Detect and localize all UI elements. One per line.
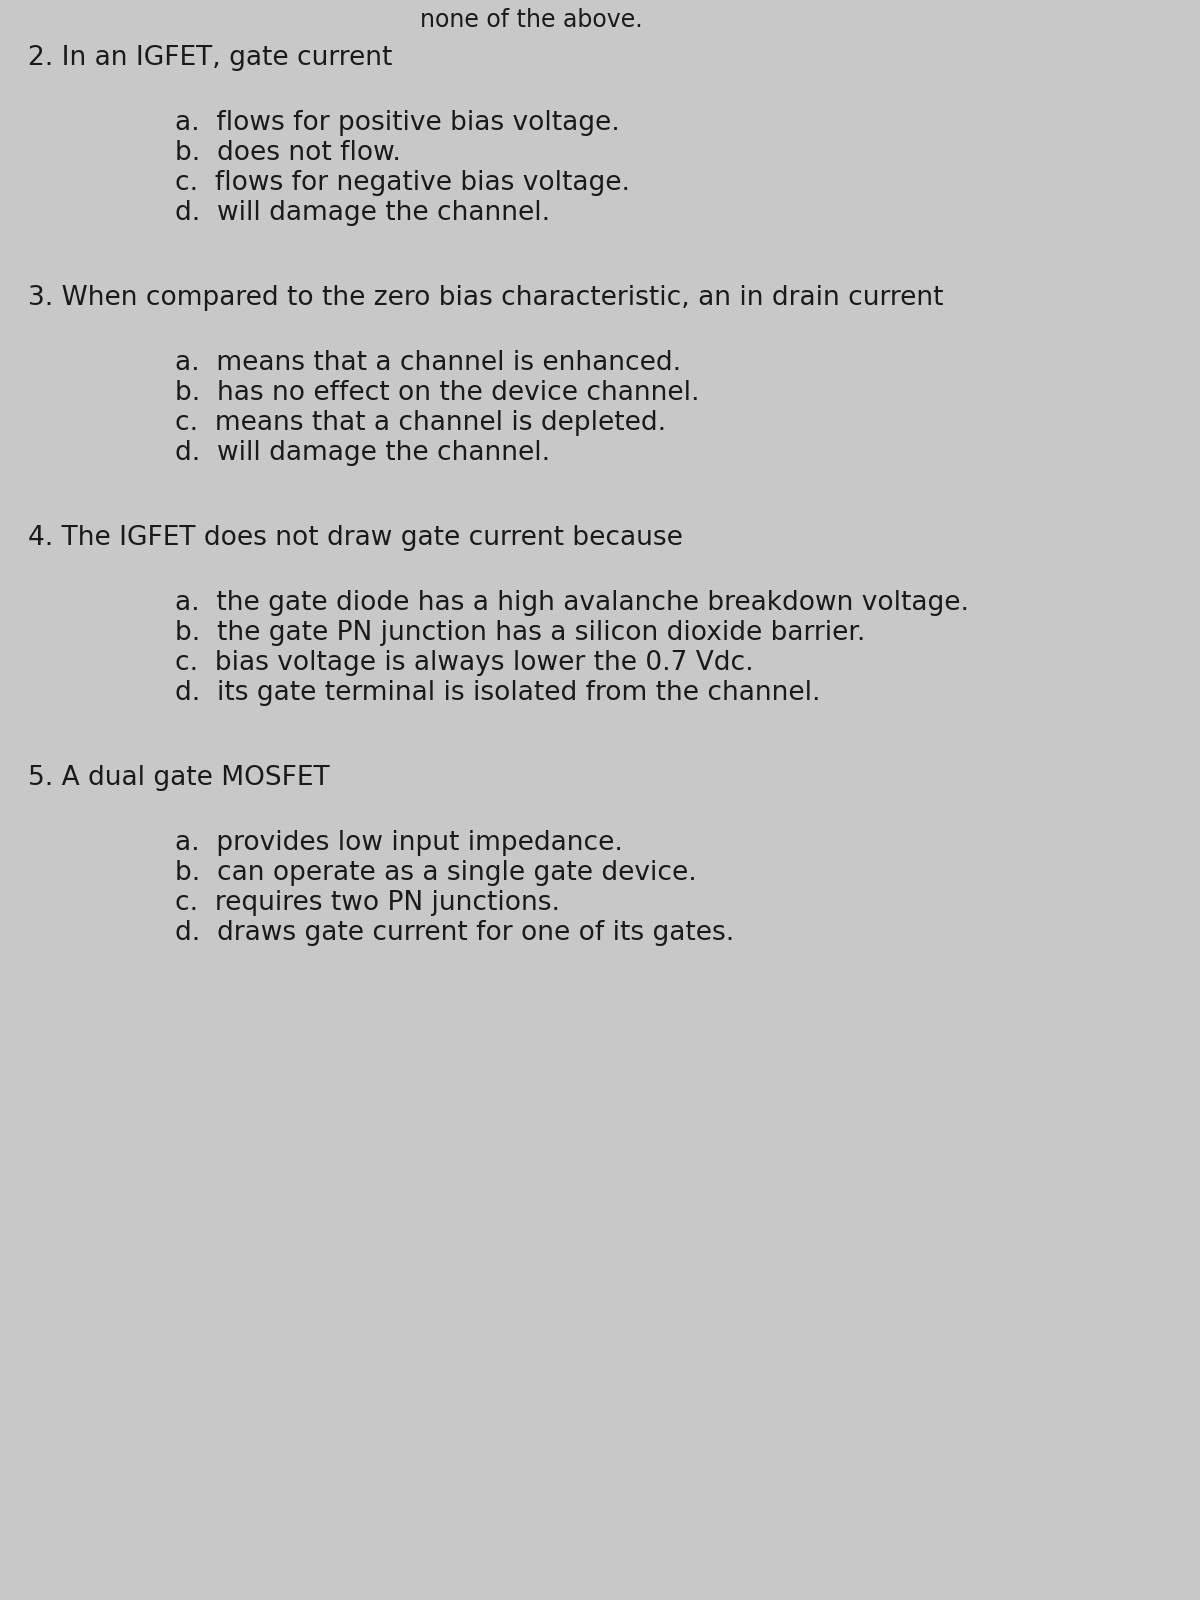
Text: d.  its gate terminal is isolated from the channel.: d. its gate terminal is isolated from th… (175, 680, 821, 706)
Text: c.  bias voltage is always lower the 0.7 Vdc.: c. bias voltage is always lower the 0.7 … (175, 650, 754, 675)
Text: 4. The IGFET does not draw gate current because: 4. The IGFET does not draw gate current … (28, 525, 683, 550)
Text: c.  requires two PN junctions.: c. requires two PN junctions. (175, 890, 560, 915)
Text: c.  flows for negative bias voltage.: c. flows for negative bias voltage. (175, 170, 630, 195)
Text: a.  the gate diode has a high avalanche breakdown voltage.: a. the gate diode has a high avalanche b… (175, 590, 970, 616)
Text: d.  will damage the channel.: d. will damage the channel. (175, 440, 550, 466)
Text: 2. In an IGFET, gate current: 2. In an IGFET, gate current (28, 45, 392, 70)
Text: 5. A dual gate MOSFET: 5. A dual gate MOSFET (28, 765, 330, 790)
Text: d.  will damage the channel.: d. will damage the channel. (175, 200, 550, 226)
Text: b.  the gate PN junction has a silicon dioxide barrier.: b. the gate PN junction has a silicon di… (175, 619, 865, 646)
Text: b.  does not flow.: b. does not flow. (175, 141, 401, 166)
Text: 3. When compared to the zero bias characteristic, an in drain current: 3. When compared to the zero bias charac… (28, 285, 943, 310)
Text: b.  has no effect on the device channel.: b. has no effect on the device channel. (175, 379, 700, 406)
Text: a.  flows for positive bias voltage.: a. flows for positive bias voltage. (175, 110, 619, 136)
Text: b.  can operate as a single gate device.: b. can operate as a single gate device. (175, 861, 697, 886)
Text: none of the above.: none of the above. (420, 8, 643, 32)
Text: c.  means that a channel is depleted.: c. means that a channel is depleted. (175, 410, 666, 435)
Text: d.  draws gate current for one of its gates.: d. draws gate current for one of its gat… (175, 920, 734, 946)
Text: a.  provides low input impedance.: a. provides low input impedance. (175, 830, 623, 856)
Text: a.  means that a channel is enhanced.: a. means that a channel is enhanced. (175, 350, 682, 376)
